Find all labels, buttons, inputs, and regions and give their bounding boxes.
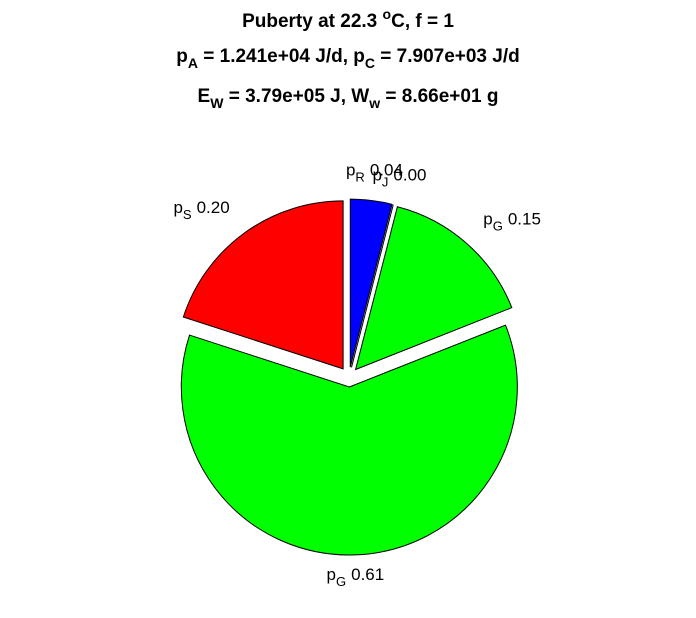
slice-label-sub: G — [336, 574, 346, 589]
slice-label-base: p — [173, 198, 182, 217]
pie-slice — [354, 206, 513, 371]
slice-label-base: p — [372, 165, 381, 184]
title-part: = 8.66e+01 g — [380, 86, 498, 107]
title-part: C — [365, 55, 375, 71]
title-part: C, f = 1 — [391, 11, 454, 32]
title-part: o — [383, 6, 392, 22]
pie-slice — [180, 324, 518, 556]
title-part: Puberty at 22.3 — [242, 11, 382, 32]
chart-title: pA = 1.241e+04 J/d, pC = 7.907e+03 J/d — [176, 46, 519, 71]
slice-value-label: 0.15 — [508, 210, 541, 229]
slice-label-sub: G — [493, 219, 503, 234]
slice-value-label: 0.61 — [351, 565, 384, 584]
chart-title: Puberty at 22.3 oC, f = 1 — [242, 6, 454, 32]
title-part: = 1.241e+04 J/d, p — [198, 46, 365, 67]
title-part: = 3.79e+05 J, W — [223, 86, 369, 107]
title-part: A — [188, 55, 198, 71]
slice-label: pG 0.15 — [483, 210, 541, 234]
slice-label: pS 0.20 — [173, 198, 229, 222]
slice-label: pJ 0.00 — [372, 165, 426, 189]
slice-label: pR 0.04 — [346, 161, 403, 185]
title-part: W — [210, 95, 224, 111]
slice-value-label: 0.20 — [197, 198, 230, 217]
slice-label: pG 0.61 — [327, 565, 385, 589]
title-part: w — [368, 95, 380, 111]
chart-title: EW = 3.79e+05 J, Ww = 8.66e+01 g — [198, 86, 499, 111]
title-part: p — [176, 46, 188, 67]
title-part: E — [198, 86, 211, 107]
slice-label-sub: S — [183, 207, 192, 222]
title-part: = 7.907e+03 J/d — [375, 46, 520, 67]
pie-slice — [182, 200, 344, 370]
slice-label-base: p — [483, 210, 492, 229]
slice-label-sub: R — [355, 170, 364, 185]
slice-label-base: p — [327, 565, 336, 584]
slice-label-base: p — [346, 161, 355, 180]
slice-value-label: 0.00 — [393, 165, 426, 184]
pie-slice — [349, 198, 393, 368]
slice-value-label: 0.04 — [370, 161, 403, 180]
slice-label-sub: J — [382, 174, 389, 189]
